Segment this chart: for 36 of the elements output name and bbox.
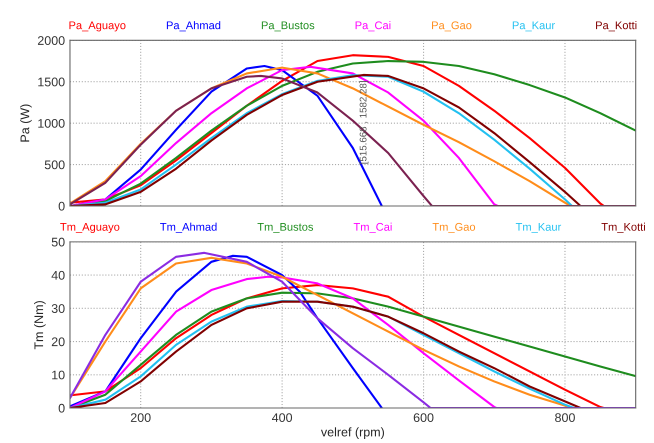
text: Tm_Kotti [602, 222, 645, 233]
y-tick-label: 20 [52, 337, 65, 346]
annotation: [515.668 , 1582.28] [359, 81, 368, 164]
y-tick-label: 40 [52, 270, 65, 280]
x-tick-label: 800 [555, 413, 575, 422]
line-series [70, 254, 383, 408]
x-axis-title: velref (rpm) [320, 427, 384, 439]
line-series [70, 66, 499, 206]
text: Pa_Bustos [262, 21, 314, 32]
text: Tm_Ahmad [160, 222, 217, 233]
x-tick-label: 600 [414, 413, 434, 422]
y-tick-label: 10 [52, 370, 65, 380]
line-series [70, 276, 498, 408]
text: Tm_Bustos [258, 223, 314, 233]
y-axis-title: Pa (W) [20, 104, 32, 142]
text: Tm_Gao [432, 222, 476, 233]
x-tick-label: 400 [272, 413, 292, 422]
text: Tm_Aguayo [60, 223, 120, 233]
text: Tm_Kaur [516, 223, 562, 233]
x-tick-label: 200 [130, 413, 151, 422]
y-tick-label: 50 [52, 238, 65, 247]
y-tick-label: 500 [44, 160, 65, 170]
y-tick-label: 0 [58, 202, 65, 211]
text: Tm_Cai [354, 222, 392, 233]
y-tick-label: 1000 [38, 118, 65, 128]
text: Pa_Cai [356, 21, 390, 32]
text: Pa_Ahmad [166, 21, 220, 32]
text: Pa_Kotti [596, 21, 636, 32]
y-tick-label: 30 [52, 304, 65, 313]
y-axis-title: Tm (Nm) [34, 301, 46, 350]
text: Pa_Gao [432, 21, 472, 32]
y-tick-label: 0 [58, 404, 65, 413]
text: Pa_Kaur [512, 21, 555, 32]
y-tick-label: 1500 [38, 78, 65, 86]
y-tick-label: 2000 [38, 36, 65, 45]
text: Pa_Aguayo [69, 21, 126, 32]
